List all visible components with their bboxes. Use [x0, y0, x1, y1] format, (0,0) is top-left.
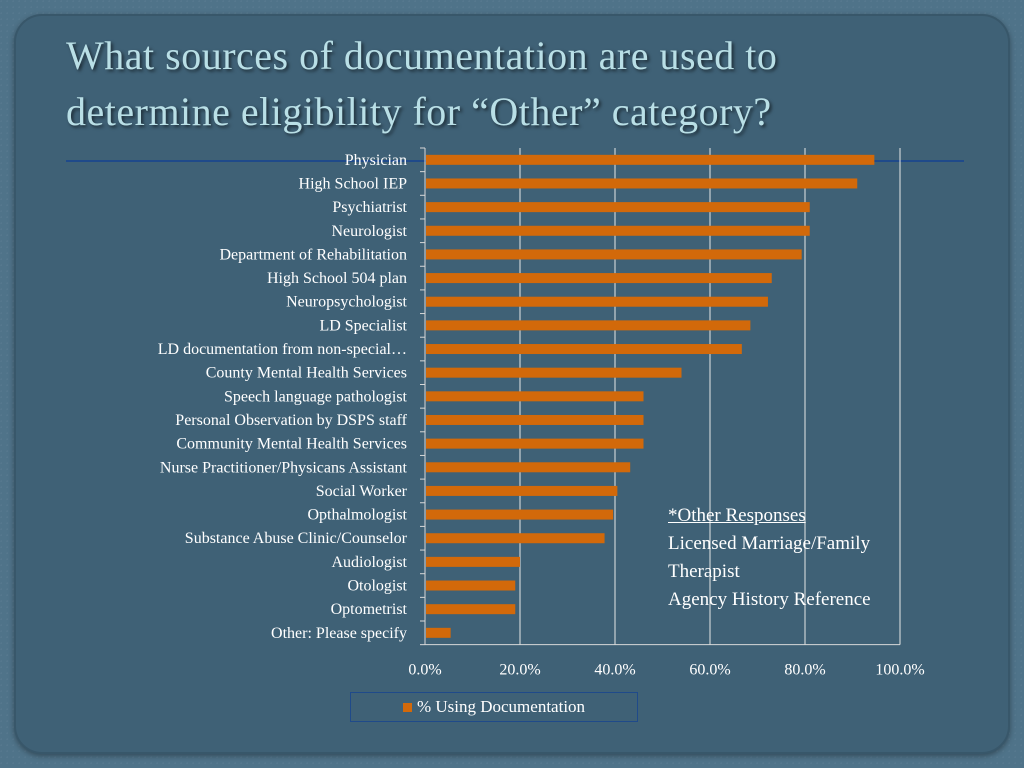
category-label: LD documentation from non-special…	[158, 341, 407, 358]
bar	[426, 273, 772, 284]
category-label: Optometrist	[331, 601, 408, 618]
category-label: Personal Observation by DSPS staff	[175, 412, 407, 429]
slide-panel	[14, 14, 1010, 754]
x-tick-label: 40.0%	[594, 662, 635, 679]
legend-swatch	[402, 702, 412, 712]
bar	[426, 344, 742, 355]
legend-label: % Using Documentation	[416, 697, 586, 716]
bar	[426, 154, 875, 165]
other-responses-note: *Other Responses Licensed Marriage/Famil…	[668, 502, 871, 614]
category-label: Psychiatrist	[332, 199, 407, 216]
bar	[426, 604, 516, 615]
category-label: High School 504 plan	[267, 270, 407, 287]
title-line-1: What sources of documentation are used t…	[66, 33, 778, 78]
bar	[426, 533, 605, 544]
chart-legend: % Using Documentation	[350, 692, 638, 722]
bar	[426, 296, 768, 307]
bar	[426, 225, 810, 236]
x-tick-label: 20.0%	[499, 662, 540, 679]
bar	[426, 202, 810, 213]
category-label: Audiologist	[331, 554, 407, 571]
bar	[426, 414, 644, 425]
x-tick-label: 60.0%	[689, 662, 730, 679]
slide-title: What sources of documentation are used t…	[66, 28, 986, 140]
bar	[426, 320, 751, 331]
category-label: Speech language pathologist	[224, 388, 408, 405]
category-label: Neurologist	[331, 223, 407, 240]
note-line: Agency History Reference	[668, 589, 871, 610]
category-label: Social Worker	[316, 483, 408, 500]
bar	[426, 627, 451, 638]
x-tick-label: 0.0%	[408, 662, 441, 679]
category-label: Community Mental Health Services	[176, 436, 407, 453]
note-line: Licensed Marriage/Family	[668, 533, 871, 554]
x-tick-label: 100.0%	[875, 662, 924, 679]
category-label: Substance Abuse Clinic/Counselor	[185, 530, 408, 547]
bar	[426, 178, 858, 189]
category-label: Nurse Practitioner/Physicans Assistant	[160, 459, 408, 476]
bar	[426, 509, 614, 520]
category-label: Otologist	[347, 578, 407, 595]
category-label: Opthalmologist	[307, 507, 407, 524]
category-label: Other: Please specify	[271, 625, 407, 642]
bar	[426, 580, 516, 591]
title-line-2: determine eligibility for “Other” catego…	[66, 89, 772, 134]
category-label: LD Specialist	[319, 317, 407, 334]
category-label: County Mental Health Services	[206, 365, 407, 382]
category-label: Neuropsychologist	[286, 294, 407, 311]
bar	[426, 249, 802, 260]
bar	[426, 462, 631, 473]
category-label: High School IEP	[299, 175, 408, 192]
category-label: Physician	[345, 152, 407, 169]
category-label: Department of Rehabilitation	[220, 246, 408, 263]
x-tick-label: 80.0%	[784, 662, 825, 679]
bar	[426, 438, 644, 449]
note-header: *Other Responses	[668, 505, 806, 526]
note-line: Therapist	[668, 561, 740, 582]
bar	[426, 485, 618, 496]
bar	[426, 391, 644, 402]
bar	[426, 556, 520, 567]
bar	[426, 367, 682, 378]
